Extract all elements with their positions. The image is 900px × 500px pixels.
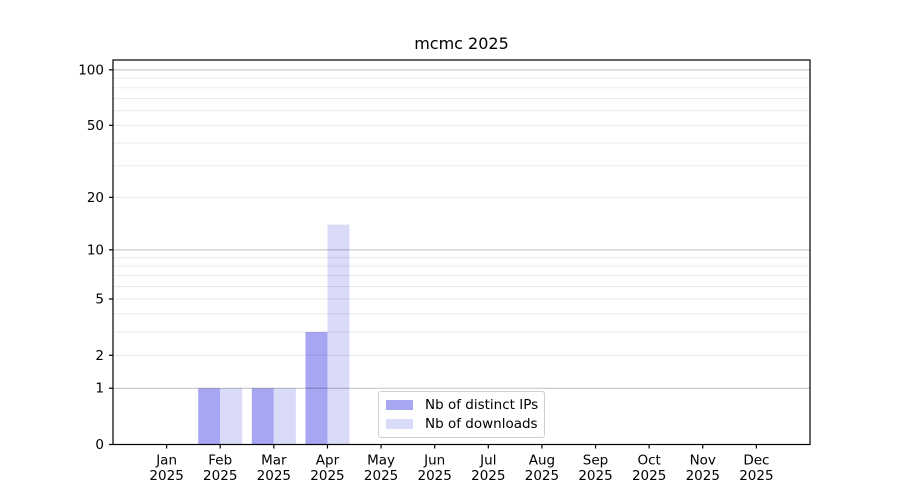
- y-tick-label: 20: [87, 190, 104, 206]
- y-tick-label: 2: [95, 348, 104, 364]
- x-tick-label: Mar 2025: [257, 453, 291, 485]
- legend-swatch-distinct-ips: [386, 400, 413, 410]
- legend-label-distinct-ips: Nb of distinct IPs: [425, 397, 539, 413]
- y-tick-label: 50: [87, 118, 104, 134]
- x-tick-label: May 2025: [364, 453, 398, 485]
- x-tick-label: Oct 2025: [632, 453, 666, 485]
- chart-title: mcmc 2025: [414, 34, 509, 53]
- x-tick-label: Aug 2025: [525, 453, 559, 485]
- x-tick-label: Jan 2025: [149, 453, 183, 485]
- y-tick-label: 0: [95, 437, 104, 453]
- bar-downloads-apr: [327, 224, 350, 445]
- bar-distinct-ips-mar: [251, 388, 274, 445]
- legend: Nb of distinct IPs Nb of downloads: [378, 391, 545, 438]
- x-tick-label: Jun 2025: [418, 453, 452, 485]
- x-tick-label: Apr 2025: [310, 453, 344, 485]
- x-tick-label: Nov 2025: [686, 453, 720, 485]
- x-tick-label: Dec 2025: [739, 453, 773, 485]
- y-tick-label: 1: [95, 381, 104, 397]
- y-tick-label: 5: [95, 292, 104, 308]
- legend-label-downloads: Nb of downloads: [425, 416, 538, 432]
- y-tick-label: 100: [78, 62, 104, 78]
- y-tick-label: 10: [87, 242, 104, 258]
- bar-downloads-mar: [273, 388, 296, 445]
- legend-swatch-downloads: [386, 419, 413, 429]
- bar-distinct-ips-apr: [305, 331, 328, 445]
- bar-distinct-ips-feb: [198, 388, 221, 445]
- plot-border: [112, 59, 811, 446]
- x-tick-label: Feb 2025: [203, 453, 237, 485]
- x-tick-label: Jul 2025: [471, 453, 505, 485]
- x-tick-label: Sep 2025: [578, 453, 612, 485]
- bar-downloads-feb: [220, 388, 243, 445]
- legend-item-downloads: Nb of downloads: [379, 416, 544, 432]
- legend-item-distinct-ips: Nb of distinct IPs: [379, 397, 544, 413]
